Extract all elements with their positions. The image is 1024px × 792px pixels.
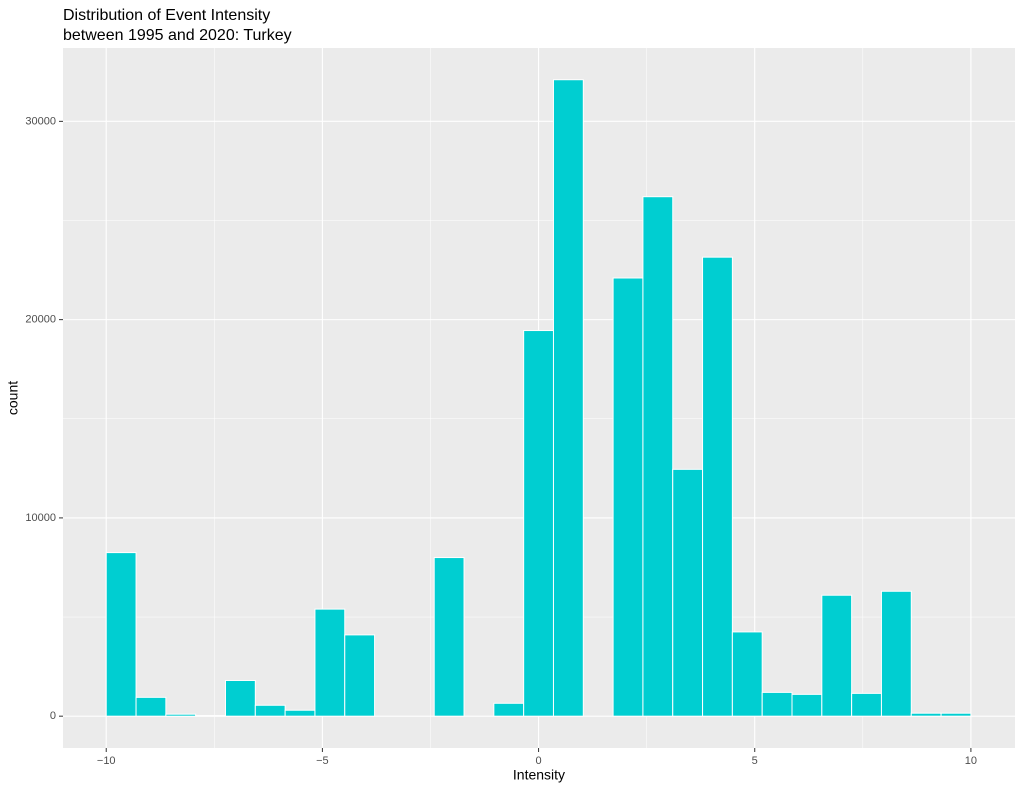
- bar: [612, 277, 644, 717]
- x-axis-title: Intensity: [513, 767, 565, 783]
- x-tick-label: −5: [316, 755, 329, 767]
- bar: [851, 692, 882, 717]
- bar: [761, 691, 793, 717]
- x-tick-label: 5: [752, 755, 758, 767]
- bar: [821, 594, 853, 717]
- bar: [702, 256, 733, 717]
- bar: [105, 552, 137, 717]
- chart-subtitle: between 1995 and 2020: Turkey: [63, 27, 292, 44]
- bar: [672, 468, 704, 717]
- y-axis-title: count: [5, 381, 21, 415]
- x-tick-label: −10: [97, 755, 116, 767]
- y-tick-label: 30000: [25, 115, 56, 127]
- bar: [284, 709, 316, 717]
- bar: [731, 631, 763, 717]
- bar: [493, 702, 525, 717]
- bar: [314, 608, 346, 717]
- bar: [552, 79, 584, 717]
- x-tick-label: 10: [965, 755, 977, 767]
- x-tick-label: 0: [536, 755, 542, 767]
- bar: [135, 696, 167, 717]
- y-tick-label: 0: [50, 710, 56, 722]
- bar: [910, 712, 942, 717]
- bar: [523, 330, 554, 717]
- bar: [165, 713, 197, 717]
- chart-title: Distribution of Event Intensity: [63, 7, 270, 24]
- bar: [344, 634, 376, 717]
- bar: [940, 712, 972, 717]
- bar: [642, 196, 674, 717]
- bar: [254, 704, 286, 717]
- bar: [791, 693, 823, 717]
- y-tick-label: 20000: [25, 314, 56, 326]
- bar: [433, 557, 465, 717]
- bar: [224, 679, 256, 717]
- y-tick-label: 10000: [25, 512, 56, 524]
- bar: [195, 715, 226, 717]
- bar: [880, 590, 912, 717]
